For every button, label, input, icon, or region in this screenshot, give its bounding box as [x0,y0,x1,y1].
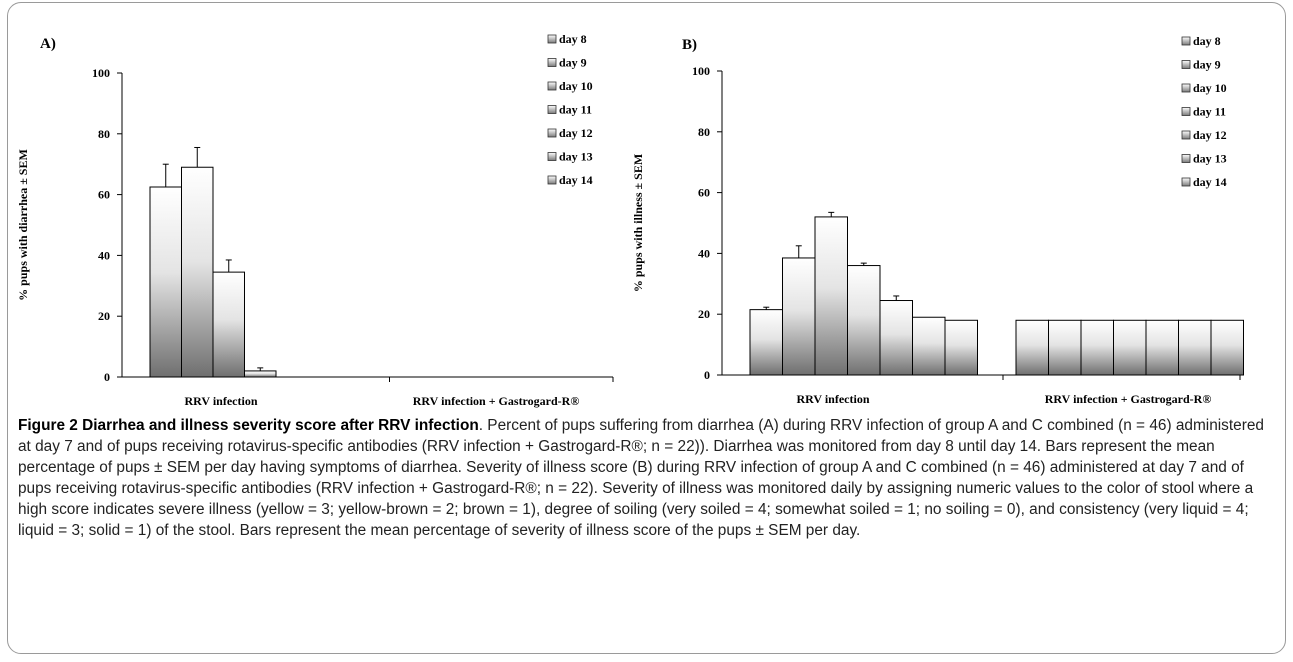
panel-a-legend-label: day 8 [559,32,587,46]
panel-a-legend-label: day 13 [559,150,593,164]
panel-b-y-tick-label: 60 [698,186,710,200]
panel-b-legend-label: day 11 [1193,105,1226,119]
panel-a-y-tick-label: 40 [98,248,110,262]
panel-b-category-label: RRV infection + Gastrogard-R® [1045,392,1212,406]
panel-b-y-tick-label: 80 [698,125,710,139]
panel-b-bar-day-9-group-1 [782,257,816,376]
panel-a-category-label: RRV infection [184,394,257,408]
panel-a-bar-day-8-group-1 [149,186,182,378]
panel-a-legend-label: day 14 [559,173,593,187]
panel-b-legend-label: day 12 [1193,128,1227,142]
caption-title: Figure 2 Diarrhea and illness severity s… [18,417,479,434]
panel-b-legend-label: day 9 [1193,58,1221,72]
panel-a-legend-swatch [547,34,557,44]
panel-b-legend-label: day 14 [1193,175,1227,189]
panel-b-legend-swatch [1181,177,1191,187]
panel-b-bar-day-11-group-1 [847,265,881,376]
panel-a-legend-label: day 10 [559,79,593,93]
panel-a-legend-label: day 9 [559,56,587,70]
panel-b-legend-label: day 10 [1193,81,1227,95]
panel-a-y-tick-label: 80 [98,127,110,141]
panel-b-legend-swatch [1181,36,1191,46]
panel-a-y-tick-label: 0 [104,370,110,384]
panel-a-y-tick-label: 20 [98,309,110,323]
panel-b-bar-day-12-group-2 [1145,319,1179,376]
panel-a-label: A) [40,36,56,52]
panel-a-legend-label: day 11 [559,103,592,117]
panel-b-legend-swatch [1181,130,1191,140]
panel-a-category-label: RRV infection + Gastrogard-R® [413,394,580,408]
figure-caption: Figure 2 Diarrhea and illness severity s… [18,415,1273,541]
panel-b-legend-swatch [1181,83,1191,93]
panel-a-y-tick-label: 100 [92,66,110,80]
panel-b-bar-day-13-group-2 [1178,319,1212,376]
panel-a-y-axis-label: % pups with diarrhea ± SEM [16,149,30,301]
panel-a-legend-swatch [547,152,557,161]
panel-b-label: B) [682,37,697,53]
panel-b-legend-label: day 8 [1193,34,1221,48]
panel-b-legend-label: day 13 [1193,152,1227,166]
panel-a-legend-label: day 12 [559,126,593,140]
panel-a-legend-swatch [547,175,557,185]
panel-b-legend-swatch [1181,60,1191,69]
panel-b-bar-day-14-group-1 [944,319,978,376]
panel-b-bar-day-14-group-2 [1210,319,1244,376]
panel-a-legend-swatch [547,81,557,91]
panel-b-y-tick-label: 0 [704,368,710,382]
caption-body: . Percent of pups suffering from diarrhe… [18,417,1264,539]
panel-b-y-tick-label: 20 [698,307,710,321]
panel-a-legend-swatch [547,128,557,138]
panel-a-bar-day-11-group-1 [244,370,277,378]
panel-b-y-tick-label: 40 [698,246,710,260]
panel-a-legend-swatch [547,105,557,114]
panel-b-legend-swatch [1181,107,1191,116]
panel-b-y-axis-label: % pups with illness ± SEM [631,154,645,292]
panel-b-bar-day-9-group-2 [1048,319,1082,376]
panel-b-bar-day-11-group-2 [1113,319,1147,376]
panel-a-bar-day-9-group-1 [181,166,214,378]
panel-b-bar-day-13-group-1 [912,316,946,376]
figure-charts: A) 0 20 40 60 80 100 % pups with diarrhea ± SEM… [16,32,1244,408]
panel-a-y-tick-label: 60 [98,188,110,202]
panel-a-bar-day-10-group-1 [212,271,245,378]
panel-b-legend-swatch [1181,154,1191,163]
panel-a-legend-swatch [547,58,557,67]
panel-b-bar-day-10-group-1 [814,216,848,376]
panel-b-category-label: RRV infection [796,392,869,406]
panel-b-bar-day-12-group-1 [879,300,913,376]
panel-b-bar-day-8-group-1 [749,309,783,376]
panel-b-y-tick-label: 100 [692,64,710,78]
panel-b-bar-day-8-group-2 [1015,319,1049,376]
panel-b-bar-day-10-group-2 [1080,319,1114,376]
